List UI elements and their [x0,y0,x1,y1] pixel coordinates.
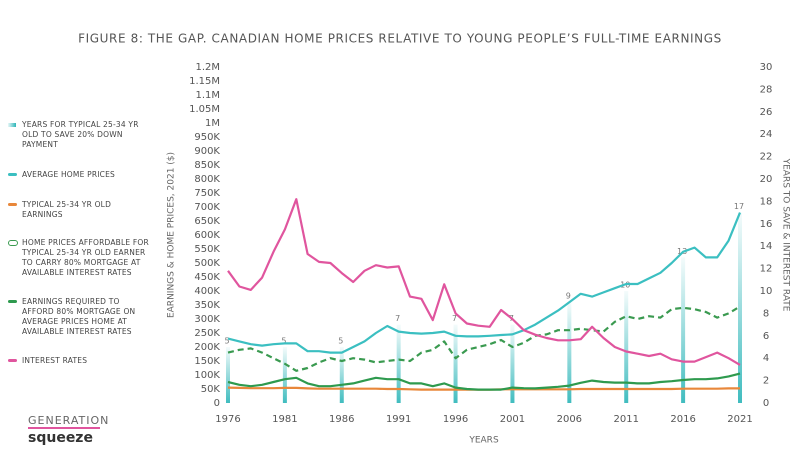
logo-top: GENERATION [28,414,110,427]
y-tick-label: 1.2M [195,62,220,73]
legend-swatch [8,359,17,362]
legend-label: YEARS FOR TYPICAL 25-34 YR OLD TO SAVE 2… [22,120,139,149]
y2-tick-label: 12 [760,264,773,275]
y-tick-label: 350K [194,300,220,311]
y-tick-label: 550K [194,244,220,255]
bar [738,212,742,403]
y-tick-label: 0 [214,398,220,409]
y2-tick-label: 16 [760,219,773,230]
x-axis-label: YEARS [468,436,499,446]
y-tick-label: 1.1M [195,90,220,101]
legend-label: INTEREST RATES [22,356,88,365]
y-tick-label: 50K [201,384,221,395]
y2-tick-label: 8 [763,308,769,319]
x-tick-label: 1986 [329,414,354,425]
y-tick-label: 600K [194,230,220,241]
chart-title: FIGURE 8: THE GAP. CANADIAN HOME PRICES … [78,32,722,46]
bar [567,302,572,403]
bar [510,324,515,403]
y-tick-label: 750K [194,188,220,199]
bar [282,347,287,403]
legend-label: TYPICAL 25-34 YR OLD EARNINGS [22,200,112,219]
x-tick-label: 2011 [613,414,638,425]
y-tick-label: 200K [194,342,220,353]
y2-tick-label: 30 [760,62,773,73]
y-tick-label: 150K [194,356,220,367]
y-tick-label: 300K [194,314,220,325]
x-tick-label: 1976 [215,414,240,425]
bar-value-label: 7 [395,314,400,323]
legend-swatch [8,240,18,246]
y-tick-label: 1M [205,118,220,129]
y2-tick-label: 24 [760,129,773,140]
x-tick-label: 1996 [443,414,468,425]
y-tick-label: 1.05M [189,104,220,115]
series-line [227,212,742,354]
y2-tick-label: 4 [763,353,769,364]
bar-value-label: 17 [734,202,744,211]
y2-tick-label: 26 [760,107,773,118]
y-axis-label: EARNINGS & HOME PRICES, 2021 ($) [167,152,177,318]
y2-tick-label: 6 [763,331,769,342]
y2-tick-label: 10 [760,286,773,297]
bar [624,291,629,403]
y2-tick-label: 14 [760,241,773,252]
y-tick-label: 100K [194,370,220,381]
bar [681,257,686,403]
bar-value-label: 9 [566,292,571,301]
y2-tick-label: 18 [760,196,773,207]
bar [453,324,458,403]
logo-rule [28,427,100,429]
y-tick-label: 900K [194,146,220,157]
legend-swatch [8,203,17,206]
y-tick-label: 500K [194,258,220,269]
x-tick-label: 1991 [386,414,411,425]
legend-swatch [8,123,16,127]
bar [396,324,401,403]
bar-value-label: 5 [338,337,343,346]
bar [339,347,344,403]
y2-axis-label: YEARS TO SAVE & INTEREST RATE [781,158,791,312]
y-tick-label: 700K [194,202,220,213]
x-tick-label: 2006 [557,414,582,425]
bar-value-label: 5 [281,337,286,346]
legend-label: HOME PRICES AFFORDABLE FOR TYPICAL 25-34… [22,238,149,277]
y2-tick-label: 0 [763,398,769,409]
series-line [227,305,741,372]
bar [226,347,230,403]
x-tick-label: 2001 [500,414,525,425]
y2-tick-label: 2 [763,376,769,387]
series-line [227,372,741,391]
y-tick-label: 850K [194,160,220,171]
y2-tick-label: 28 [760,84,773,95]
legend-swatch [8,173,17,176]
logo-bottom: squeeze [28,430,93,446]
legend-label: EARNINGS REQUIRED TO AFFORD 80% MORTGAGE… [22,297,136,336]
bar-value-label: 5 [224,337,229,346]
y2-tick-label: 22 [760,152,773,163]
legend-swatch [8,300,17,303]
y-tick-label: 400K [194,286,220,297]
y-tick-label: 250K [194,328,220,339]
x-tick-label: 2021 [727,414,752,425]
y-tick-label: 650K [194,216,220,227]
y-tick-label: 1.15M [189,76,220,87]
y-tick-label: 800K [194,174,220,185]
x-tick-label: 2016 [670,414,695,425]
x-tick-label: 1981 [272,414,297,425]
series-line [227,198,741,366]
y-tick-label: 950K [194,132,220,143]
bar-value-label: 7 [452,314,457,323]
y2-tick-label: 20 [760,174,773,185]
legend-label: AVERAGE HOME PRICES [22,170,115,179]
y-tick-label: 450K [194,272,220,283]
